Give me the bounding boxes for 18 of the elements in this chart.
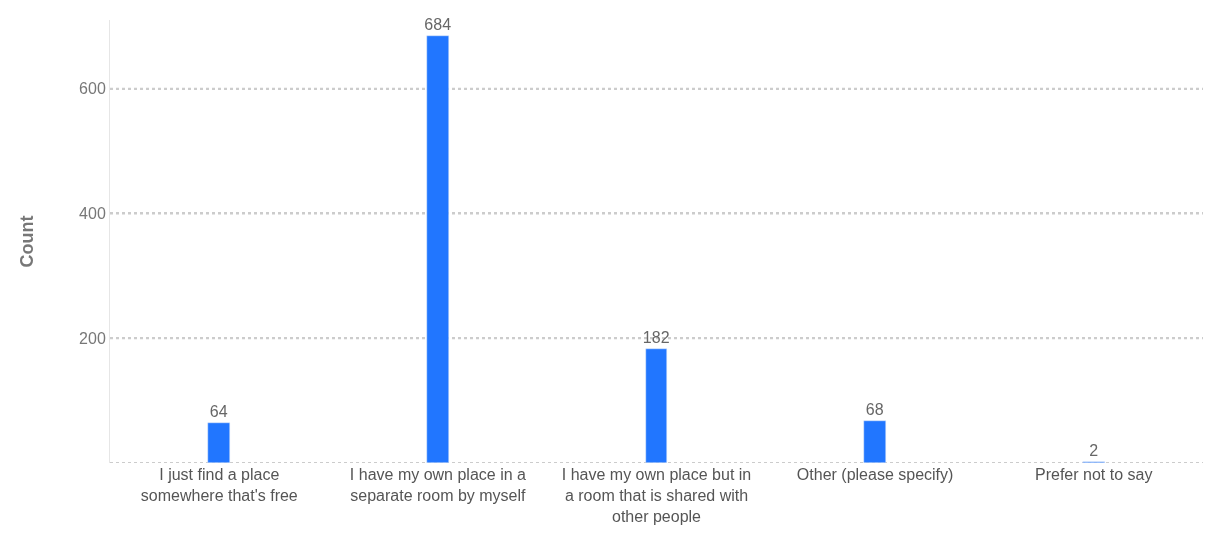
y-tick-label: 200 [79,329,106,347]
y-tick-label: 600 [79,80,106,98]
data-label: 684 [424,15,452,33]
x-tick-label: Prefer not to say [1035,466,1153,483]
data-label: 182 [642,328,670,346]
x-tick-label: I just find a place somewhere that's free [140,466,298,504]
bar [645,348,667,463]
bar [426,35,449,463]
data-label: 68 [865,400,884,418]
data-label: 2 [1089,441,1099,459]
bar [863,420,886,463]
y-axis-title: Count [17,215,38,268]
bar [207,422,230,463]
data-label: 64 [209,402,228,420]
x-tick-label: I have my own place but in a room that is shared with other people [561,466,752,525]
x-tick-label: Other (please specify) [796,466,954,483]
x-tick-label: I have my own place in a separate room by myself [349,466,527,504]
y-tick-label: 400 [79,205,106,223]
